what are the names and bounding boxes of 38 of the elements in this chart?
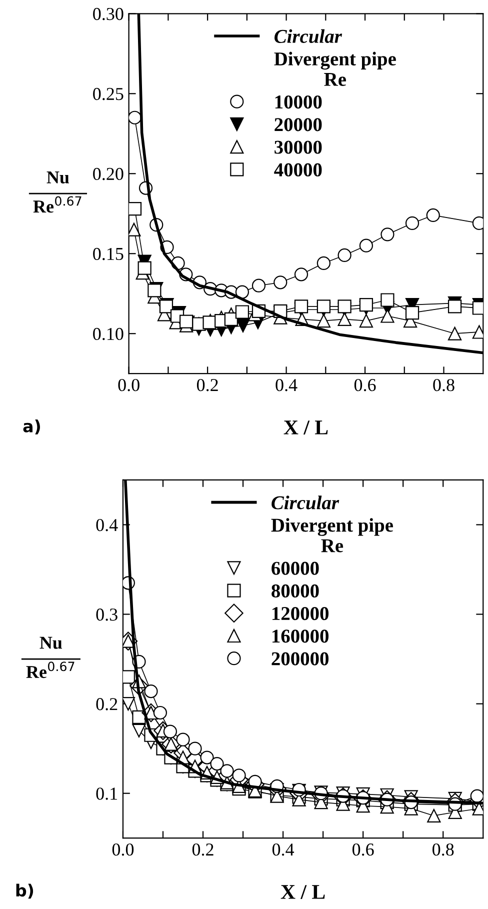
legend-label: 30000 (274, 140, 322, 154)
legend-label: 20000 (274, 118, 322, 132)
y-tick-label: 0.2 (96, 698, 118, 710)
x-tick-label: 0.2 (196, 378, 218, 392)
legend-label: 60000 (272, 562, 319, 575)
x-tick-label: 0.0 (118, 378, 140, 392)
legend-label: Circular (272, 496, 340, 510)
x-tick-label: 0.6 (354, 378, 376, 392)
x-tick-label: 0.8 (432, 843, 454, 856)
x-axis-title: X / L (280, 885, 325, 899)
y-tick-label: 0.30 (93, 8, 124, 20)
x-tick-label: 0.0 (112, 843, 134, 856)
y-tick-label: 0.25 (93, 88, 124, 100)
text: a) (23, 420, 40, 434)
legend-label: 200000 (272, 652, 329, 666)
y-tick-label: 0.15 (93, 248, 124, 260)
y-axis-title: Nu Re$^{0.67}$ (33, 171, 82, 213)
legend-label: Circular (274, 29, 342, 44)
y-tick-label: 0.4 (96, 518, 118, 532)
legend-label: 40000 (274, 163, 322, 176)
x-tick-label: 0.6 (352, 843, 374, 856)
legend-label: 120000 (272, 607, 329, 620)
legend-title: Divergent pipe Re (274, 52, 396, 86)
text: b) (16, 884, 34, 899)
x-tick-label: 0.4 (272, 843, 294, 856)
x-tick-label: 0.2 (192, 843, 214, 856)
legend-label: 160000 (272, 630, 329, 643)
y-tick-label: 0.10 (93, 328, 124, 340)
y-tick-label: 0.20 (93, 168, 124, 180)
y-tick-label: 0.3 (96, 608, 118, 621)
y-axis-title: Nu Re$^{0.67}$ (26, 636, 74, 678)
legend-title: Divergent pipe Re (271, 518, 394, 552)
x-tick-label: 0.4 (276, 378, 298, 392)
x-tick-label: 0.8 (433, 378, 454, 392)
y-tick-label: 0.1 (96, 788, 118, 800)
legend-label: 80000 (272, 584, 319, 598)
legend-label: 10000 (275, 95, 322, 109)
x-axis-title: X / L (284, 420, 328, 434)
